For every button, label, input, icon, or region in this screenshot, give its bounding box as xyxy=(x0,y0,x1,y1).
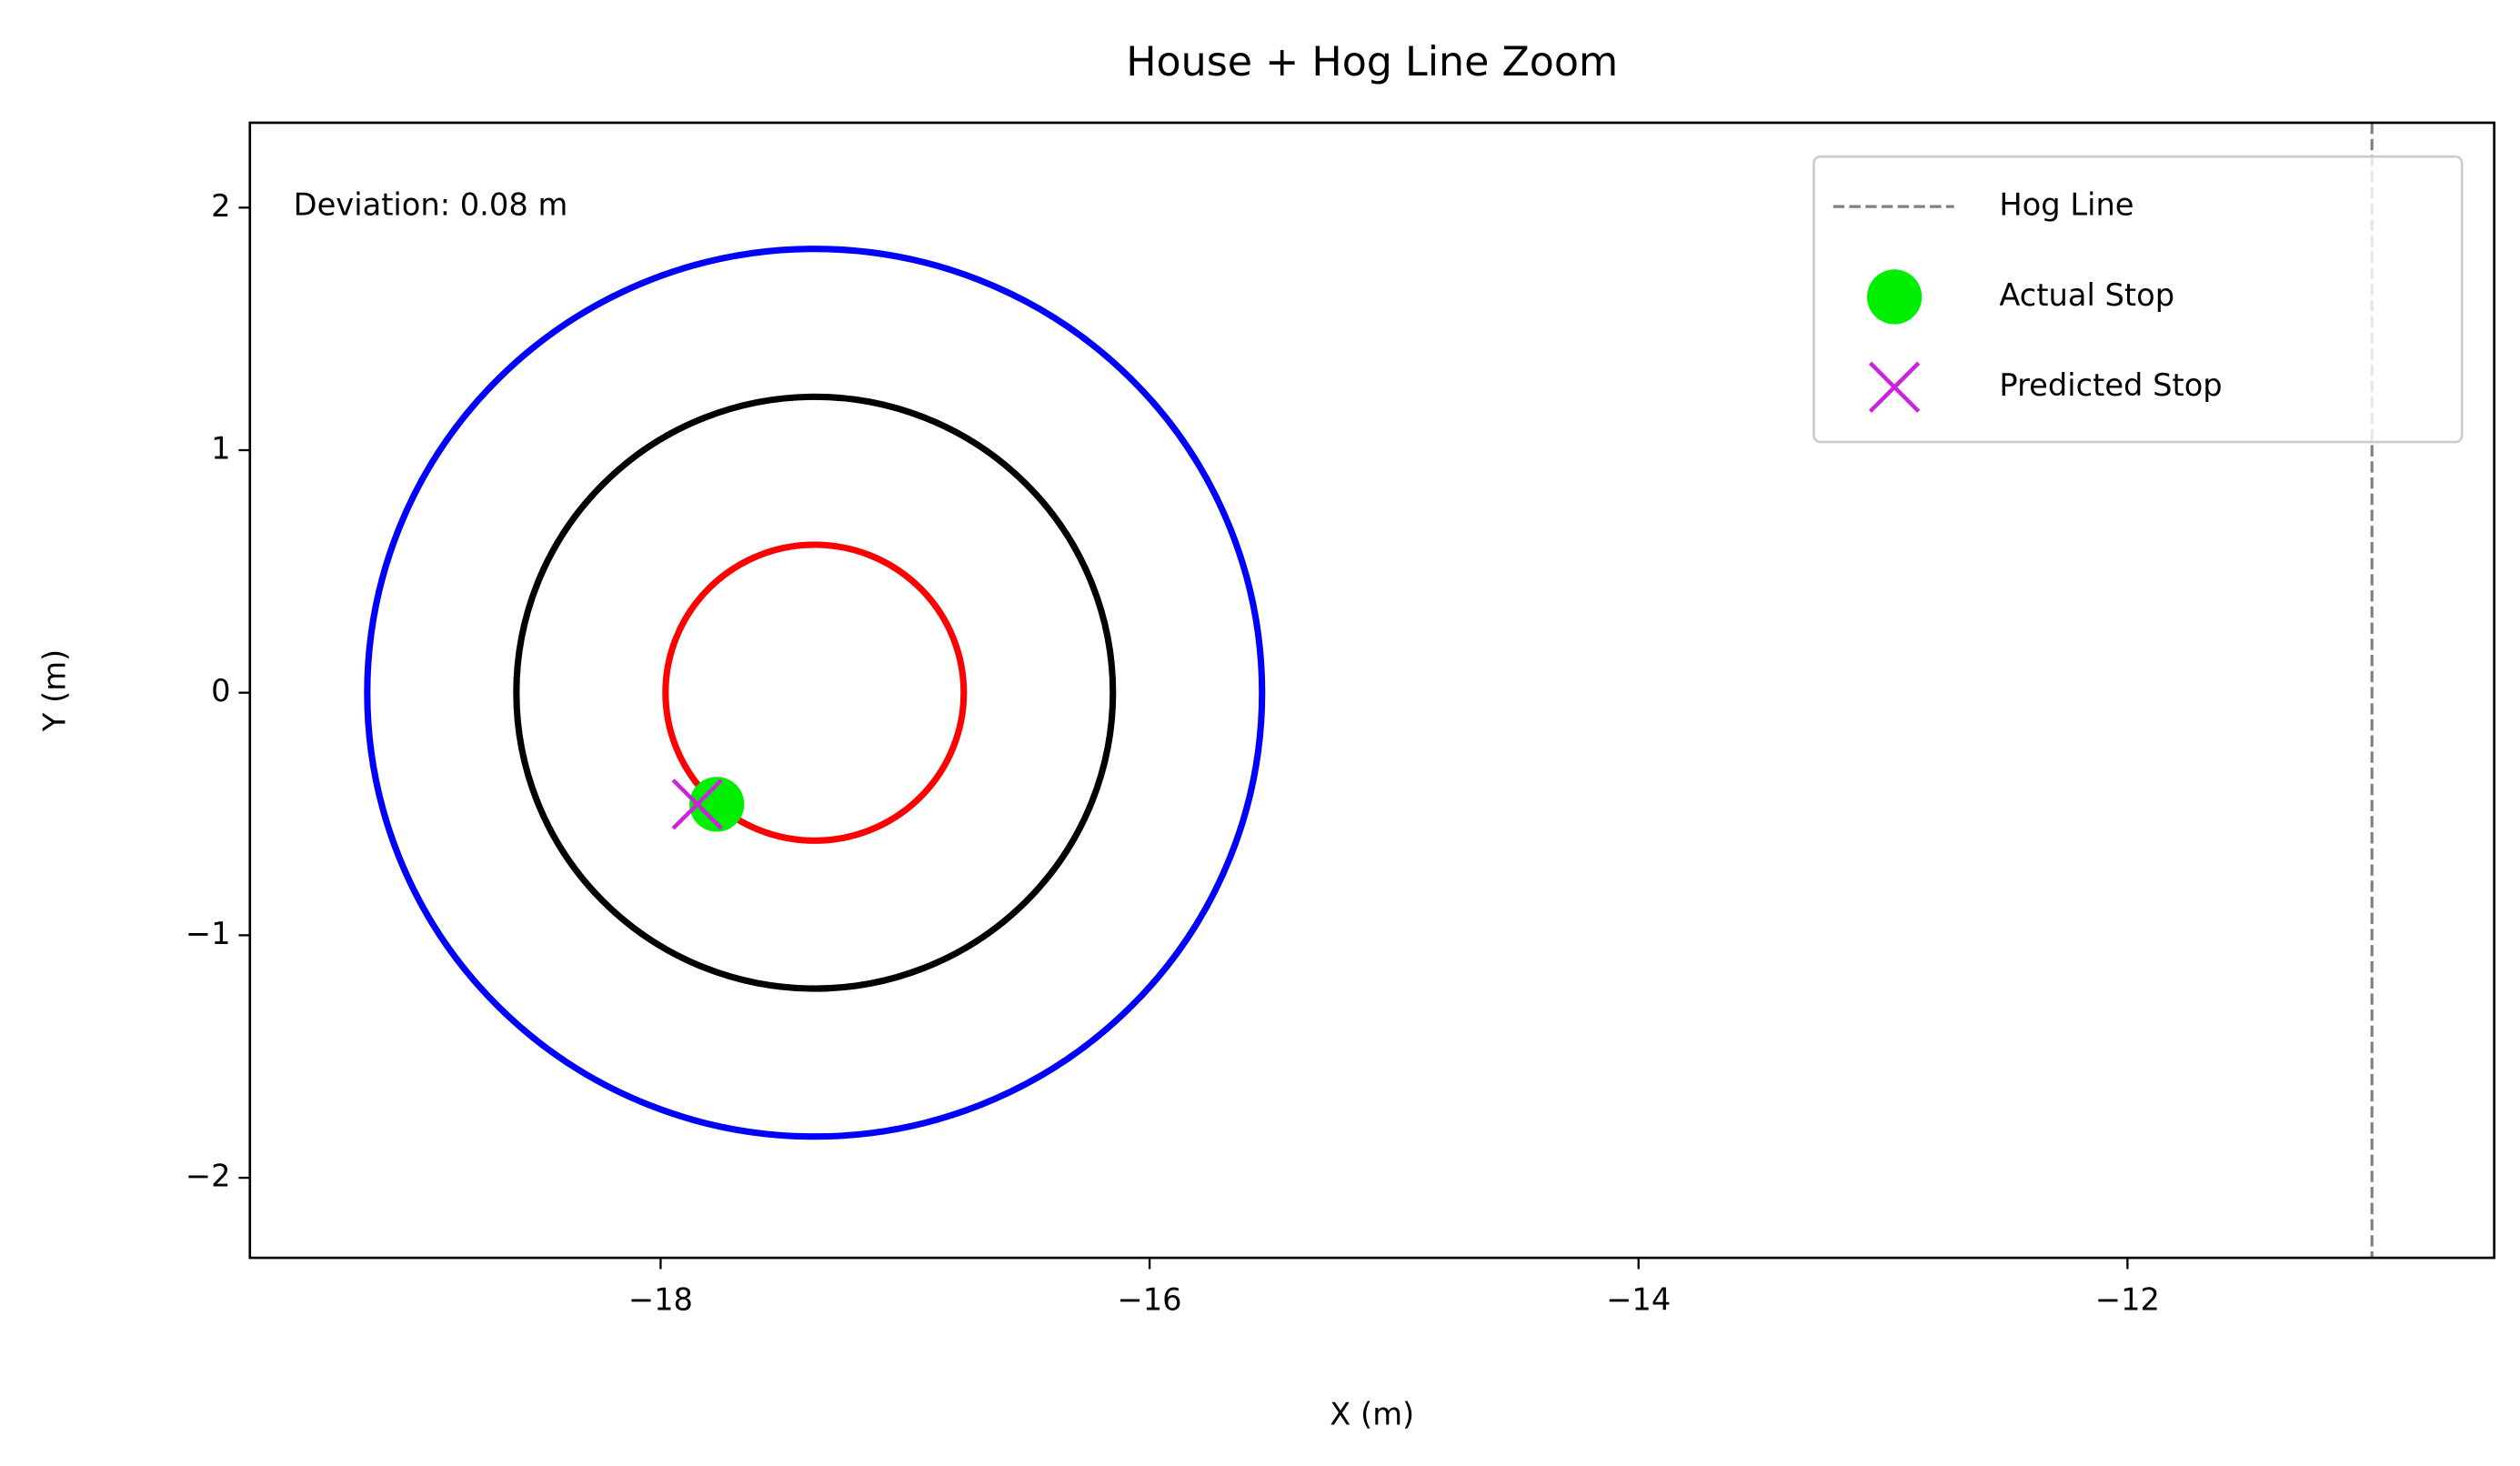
x-tick-label: −16 xyxy=(1118,1281,1182,1317)
legend-label: Actual Stop xyxy=(1999,277,2174,313)
y-axis-label: Y (m) xyxy=(37,649,73,732)
y-tick-label: 0 xyxy=(211,673,230,708)
point xyxy=(671,778,723,830)
house-ring xyxy=(364,246,1266,1140)
legend: Hog Line Actual Stop Predicted Stop xyxy=(1812,155,2464,444)
annotation: Deviation: 0.08 m xyxy=(294,187,568,223)
chart-title: House + Hog Line Zoom xyxy=(1126,39,1618,85)
y-tick-label: 1 xyxy=(211,430,230,466)
plot-area xyxy=(364,122,2374,1259)
legend-box xyxy=(1812,155,2464,444)
point xyxy=(689,777,745,832)
y-tick-label: −2 xyxy=(186,1159,231,1194)
house-ring xyxy=(662,541,968,844)
plot-frame xyxy=(248,121,2495,1260)
y-tick-label: 2 xyxy=(211,188,230,224)
x-tick-label: −18 xyxy=(628,1281,693,1317)
legend-swatch xyxy=(1868,361,1921,413)
legend-label: Predicted Stop xyxy=(1999,367,2222,403)
legend-label: Hog Line xyxy=(1999,187,2133,223)
x-tick-label: −12 xyxy=(2095,1281,2160,1317)
y-tick-label: −1 xyxy=(186,916,231,951)
legend-swatch xyxy=(1866,269,1923,325)
x-tick-label: −14 xyxy=(1606,1281,1671,1317)
x-axis-label: X (m) xyxy=(1330,1396,1414,1431)
house-ring xyxy=(513,393,1117,992)
